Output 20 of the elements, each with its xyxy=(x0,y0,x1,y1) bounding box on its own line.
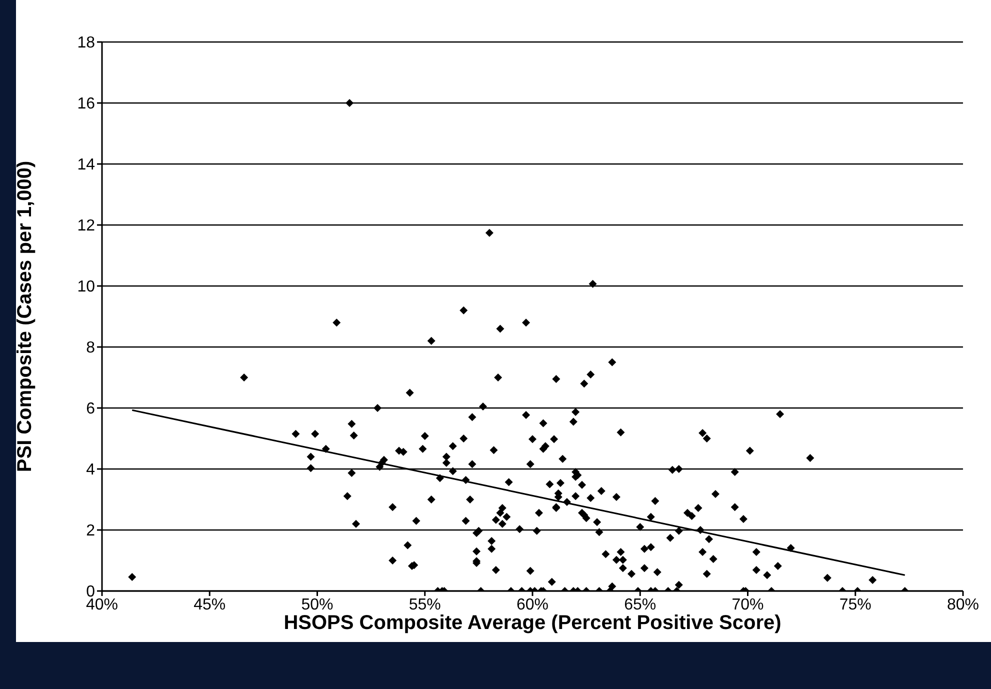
x-axis-title: HSOPS Composite Average (Percent Positive Score) xyxy=(282,612,782,635)
y-tick-label: 6 xyxy=(86,400,96,418)
y-axis-title: PSI Composite (Cases per 1,000) xyxy=(14,160,36,472)
y-tick-label: 18 xyxy=(77,34,96,52)
x-tick-label: 55% xyxy=(408,596,441,614)
y-tick-label: 12 xyxy=(77,218,96,235)
x-tick-label: 80% xyxy=(946,596,980,614)
y-tick-label: 14 xyxy=(77,156,96,174)
y-tick-label: 10 xyxy=(77,278,96,296)
x-tick-label: 45% xyxy=(194,596,226,614)
x-tick-label: 50% xyxy=(301,596,334,614)
y-tick-label: 8 xyxy=(86,340,96,357)
x-tick-label: 70% xyxy=(732,596,764,614)
x-tick-label: 60% xyxy=(516,596,549,614)
y-tick-label: 2 xyxy=(86,522,96,540)
x-tick-label: 75% xyxy=(839,596,872,614)
y-tick-label: 16 xyxy=(77,96,96,113)
y-tick-label: 4 xyxy=(86,462,96,479)
x-tick-label: 40% xyxy=(86,596,118,614)
x-tick-label: 65% xyxy=(624,596,656,614)
